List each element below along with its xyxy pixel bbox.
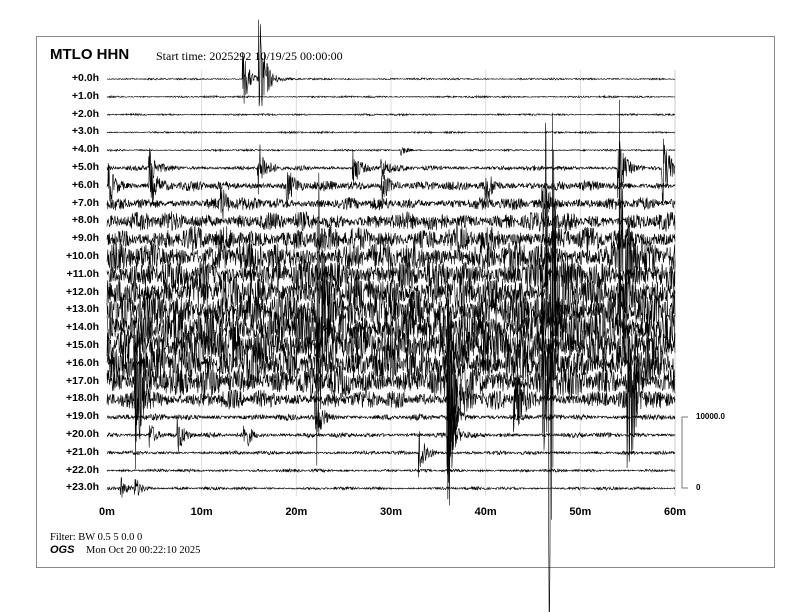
filter-text: Filter: BW 0.5 5 0.0 0 [50,532,143,543]
row-label: +2.0h [71,107,99,120]
trace-row-19 [106,385,676,468]
x-tick-label: 50m [569,506,592,518]
trace-row-12 [106,112,676,612]
trace-row-21 [106,431,676,478]
trace-row-17 [106,277,676,500]
trace-row-8 [106,211,676,233]
x-tick-label: 0m [99,506,115,518]
x-tick-label: 60m [663,506,687,518]
trace-row-15 [106,321,676,369]
org-logo: OGS [50,544,75,556]
row-label: +19.0h [66,410,99,423]
scale-bottom-label: 0 [696,483,701,492]
trace-row-16 [106,343,676,385]
trace-row-6 [106,162,676,206]
row-label: +21.0h [66,445,99,458]
row-label: +0.0h [71,72,99,84]
trace-row-2 [106,112,676,117]
row-label: +3.0h [71,125,99,138]
row-label: +16.0h [66,356,99,369]
row-label: +23.0h [66,481,99,494]
start-time: Start time: 2025292 10/19/25 00:00:00 [156,49,343,63]
row-label: +12.0h [66,285,99,298]
row-label: +7.0h [71,196,99,209]
row-label: +11.0h [66,267,99,280]
row-label: +6.0h [71,178,99,191]
scale-top-label: 10000.0 [696,412,725,421]
row-label: +20.0h [66,428,99,440]
trace-row-10 [106,99,676,358]
station-title: MTLO HHN [50,46,130,63]
plot-timestamp: Mon Oct 20 00:22:10 2025 [86,545,201,556]
row-label: +18.0h [66,392,99,405]
row-label: +13.0h [66,303,99,316]
trace-row-0 [106,19,675,107]
trace-row-20 [106,404,676,475]
row-label: +10.0h [66,250,99,262]
trace-row-9 [106,224,676,253]
row-label: +15.0h [66,339,99,351]
trace-row-3 [106,130,676,135]
row-label: +9.0h [71,232,99,245]
row-label: +5.0h [71,161,99,173]
trace-row-22 [106,467,676,474]
row-label: +4.0h [71,143,99,156]
x-tick-label: 30m [379,506,403,518]
plot-frame [36,36,775,568]
trace-row-4 [106,146,676,156]
x-tick-label: 40m [474,506,497,518]
row-label: +1.0h [71,89,99,102]
row-label: +14.0h [66,321,99,334]
row-label: +22.0h [66,463,99,476]
trace-row-5 [106,138,676,203]
trace-row-11 [106,257,676,293]
row-label: +17.0h [66,374,99,387]
trace-row-1 [106,94,676,99]
x-tick-label: 20m [285,506,308,518]
x-tick-label: 10m [190,506,213,518]
trace-row-18 [106,292,676,506]
row-label: +8.0h [71,214,99,227]
trace-row-7 [106,182,676,239]
trace-row-23 [106,477,676,498]
scale-bar [681,416,688,489]
